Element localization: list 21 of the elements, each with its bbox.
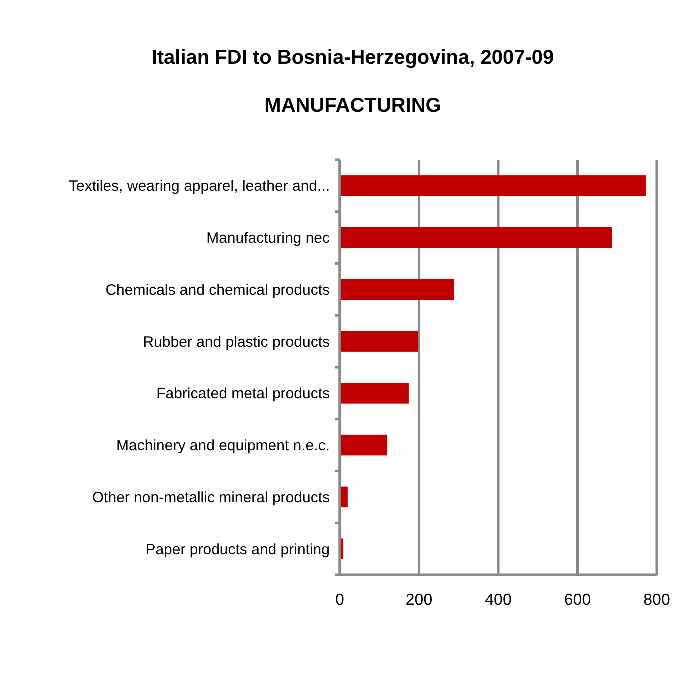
x-tick-label: 800: [644, 592, 670, 609]
bar: [340, 383, 409, 404]
y-tick-label: Paper products and printing: [146, 541, 330, 558]
y-tick-label: Chemicals and chemical products: [106, 282, 330, 299]
x-tick-label: 600: [564, 592, 592, 609]
bar: [340, 279, 454, 300]
x-tick-label: 400: [485, 592, 512, 609]
y-tick-label: Textiles, wearing apparel, leather and...: [69, 178, 330, 196]
y-tick-label: Other non-metallic mineral products: [92, 489, 330, 506]
bar: [340, 176, 646, 196]
bar: [340, 331, 418, 352]
x-tick-label: 0: [336, 592, 345, 609]
y-tick-label: Manufacturing nec: [206, 230, 330, 248]
y-tick-label: Machinery and equipment n.e.c.: [116, 438, 330, 455]
y-tick-label: Fabricated metal products: [156, 386, 330, 403]
x-tick-label: 200: [406, 592, 433, 609]
chart-subtitle: MANUFACTURING: [264, 95, 442, 117]
bar: [340, 227, 612, 248]
y-tick-label: Rubber and plastic products: [143, 334, 330, 351]
bar: [340, 434, 388, 456]
chart-title: Italian FDI to Bosnia-Herzegovina, 2007-09: [152, 47, 554, 69]
